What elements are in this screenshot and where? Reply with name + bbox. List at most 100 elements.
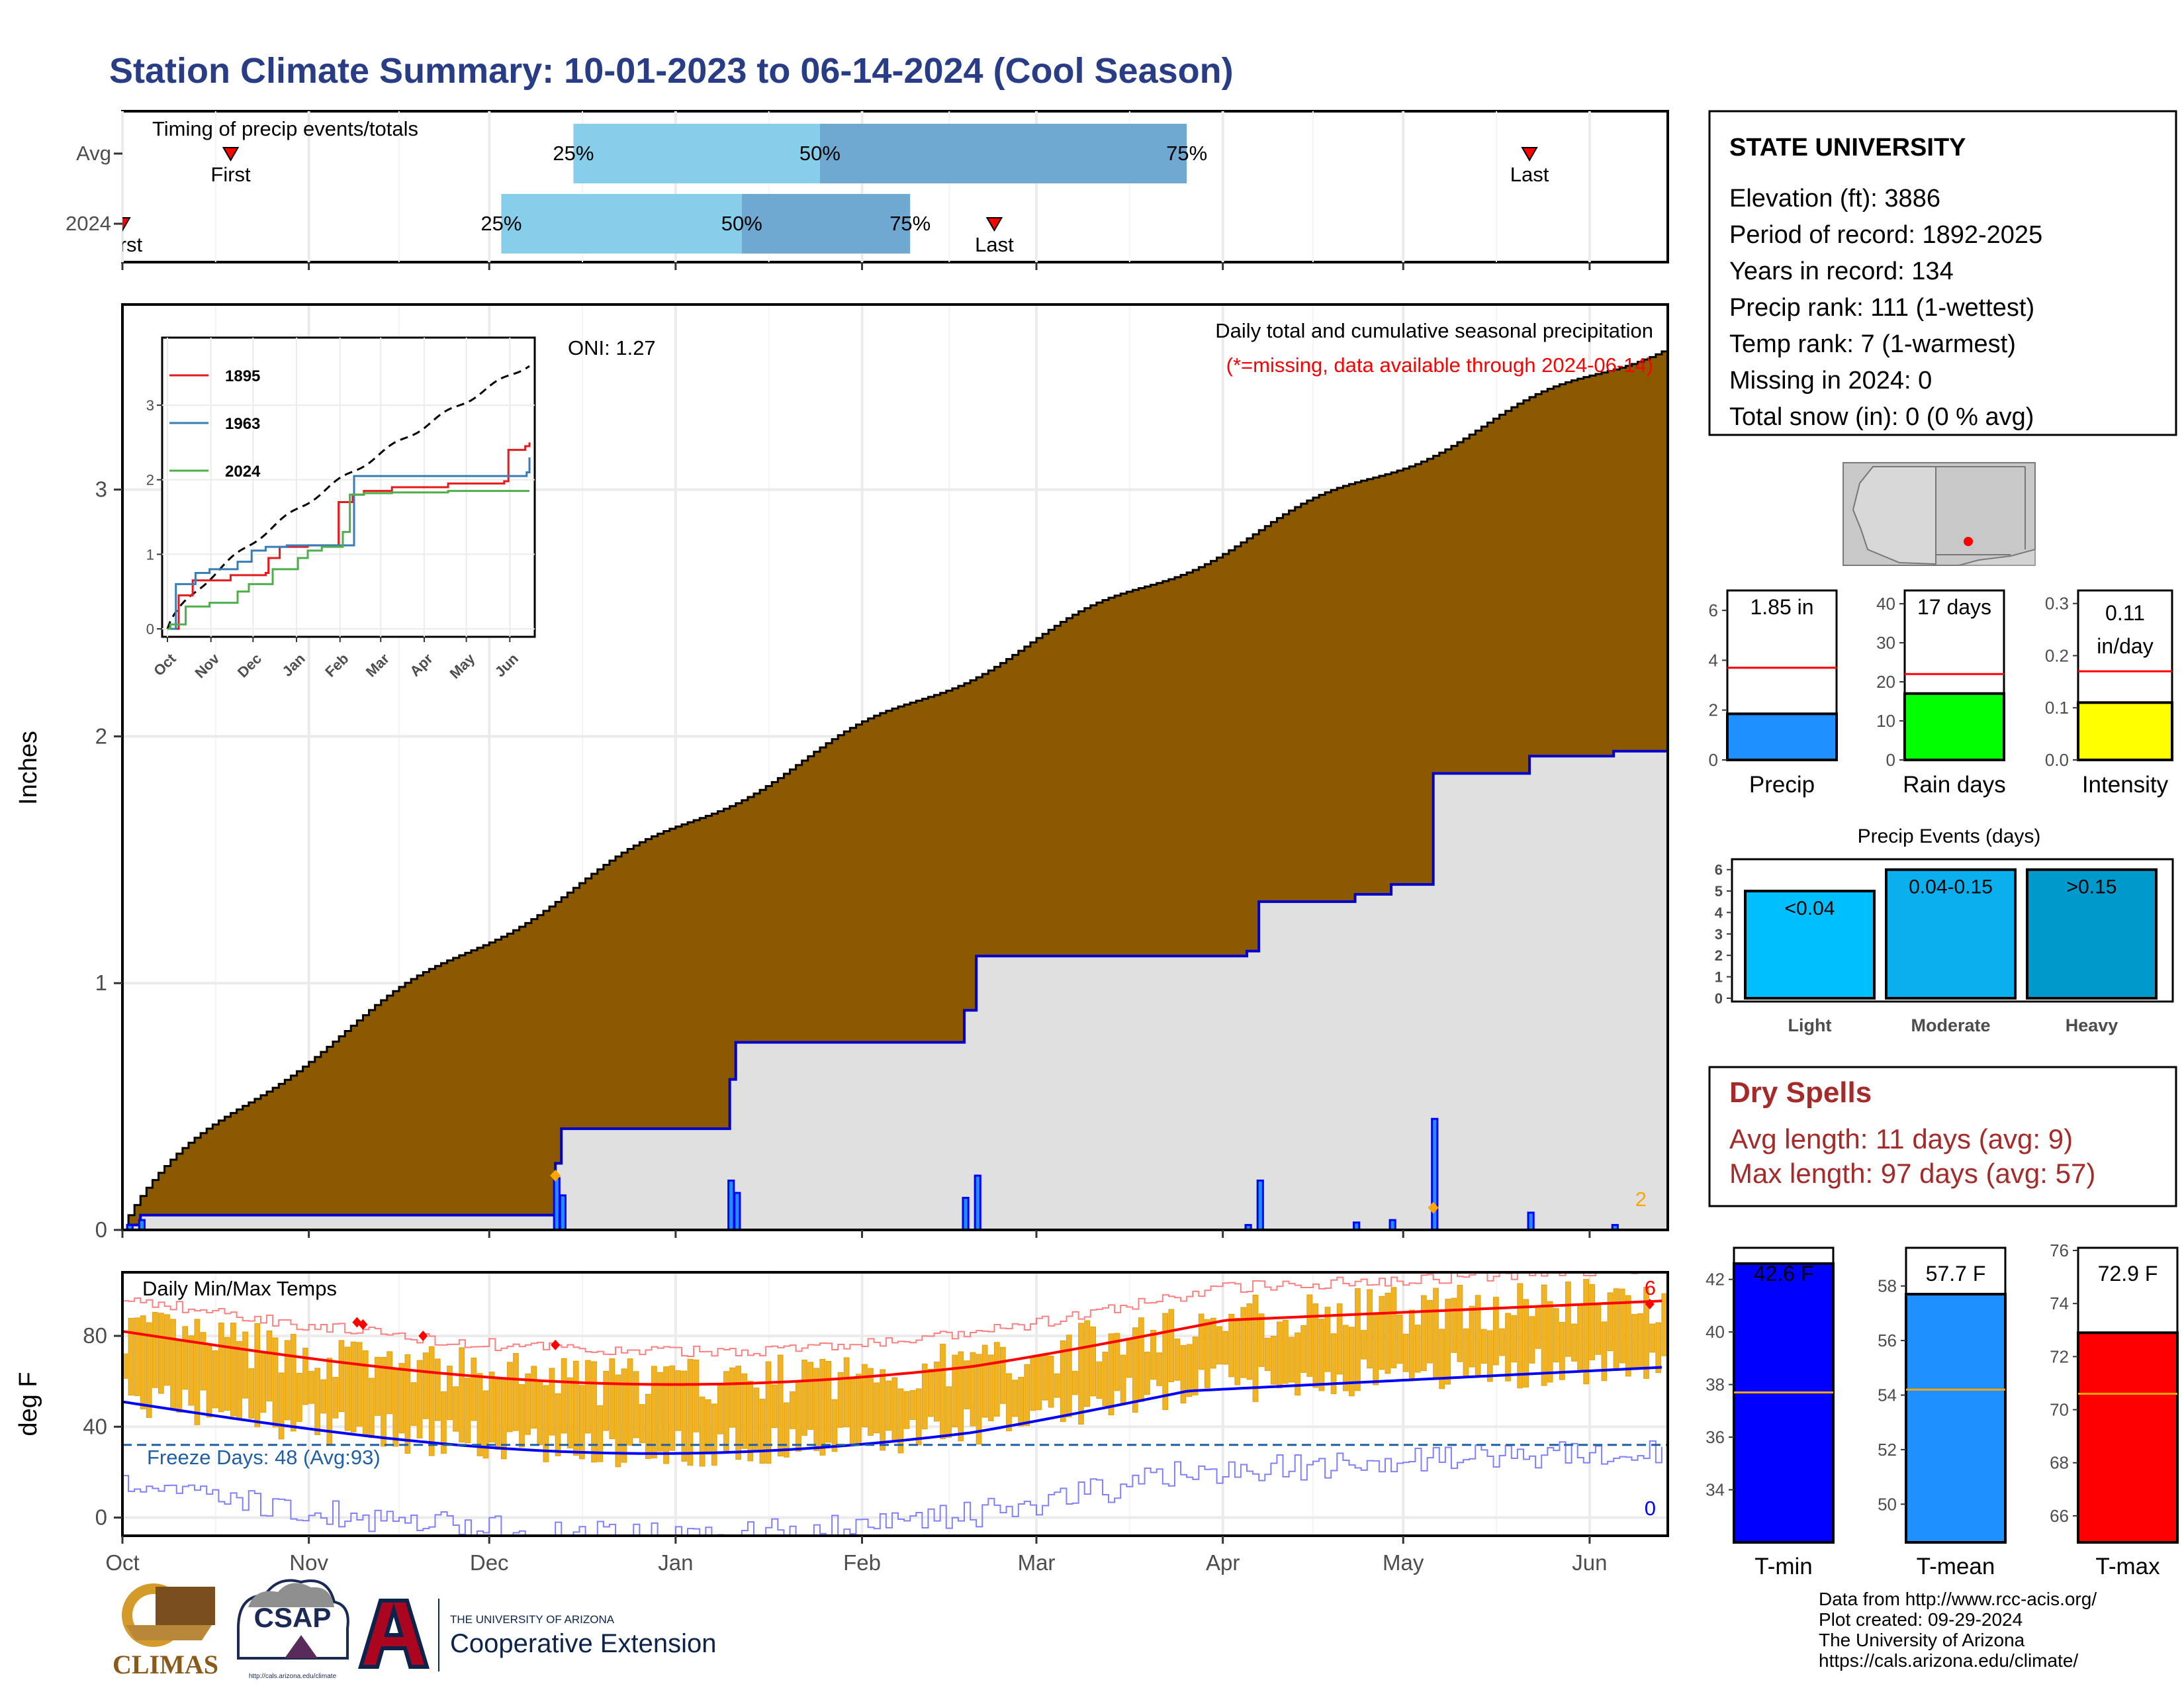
current-cumulative-line xyxy=(122,749,1668,1230)
daily-temp-bar xyxy=(1006,1373,1012,1432)
y-tick-label: 0 xyxy=(95,1505,107,1530)
daily-temp-bar xyxy=(212,1350,218,1409)
daily-temp-bar xyxy=(1174,1338,1181,1381)
daily-temp-bar xyxy=(1102,1351,1109,1407)
daily-temp-bar xyxy=(404,1354,411,1454)
events-bar xyxy=(1885,868,2017,1000)
daily-temp-bar xyxy=(934,1361,940,1422)
daily-temp-bar xyxy=(1270,1336,1277,1385)
temp-summary-category-label: T-min xyxy=(1754,1554,1813,1579)
daily-temp-bar xyxy=(1036,1356,1042,1411)
freeze-days: Freeze Days: 48 (Avg:93) xyxy=(147,1446,381,1469)
daily-temp-bar xyxy=(1367,1289,1373,1369)
footer-credit-line: Data from http://www.rcc-acis.org/ xyxy=(1819,1589,2097,1609)
daily-temp-bar xyxy=(819,1358,826,1456)
daily-temp-bar xyxy=(645,1393,651,1460)
temp-summary-y-tick-label: 58 xyxy=(1878,1276,1897,1296)
daily-temp-bar xyxy=(572,1360,579,1456)
daily-temp-bar xyxy=(615,1374,621,1468)
daily-temp-bar xyxy=(1252,1294,1259,1402)
daily-temp-bar xyxy=(1475,1295,1481,1378)
inset-series-line xyxy=(167,457,531,630)
timing-bar-q2 xyxy=(819,124,1187,183)
temp-summary-T-mean: 50 52 54 56 58 57.7 F T-mean xyxy=(1878,1246,2007,1579)
daily-temp-bar xyxy=(958,1351,964,1442)
daily-precip-bar xyxy=(1527,1211,1535,1231)
mini-y-tick-label: 0.3 xyxy=(2045,594,2069,614)
daily-temp-bar xyxy=(1607,1292,1614,1352)
daily-temp-bar xyxy=(188,1335,195,1406)
daily-temp-bar xyxy=(1318,1319,1325,1391)
daily-temp-bar xyxy=(1018,1376,1024,1427)
mini-y-tick-label: 0 xyxy=(1709,750,1718,770)
daily-temp-bar xyxy=(453,1386,459,1432)
timing-p25-label: 25% xyxy=(553,142,594,165)
mini-value-label: 0.11 xyxy=(2105,601,2145,625)
inset-series-line xyxy=(167,490,529,630)
daily-temp-bar xyxy=(441,1391,447,1454)
temp-summary-value-label: 57.7 F xyxy=(1926,1262,1986,1286)
mini-value-label: 17 days xyxy=(1917,595,1991,619)
daily-temp-bar xyxy=(987,1354,994,1421)
daily-temp-bar xyxy=(886,1380,892,1431)
temp-summary-T-min: 34 36 38 40 42 42.6 F T-min xyxy=(1706,1246,1835,1579)
timing-p75-label: 75% xyxy=(1166,142,1207,165)
daily-precip-bar xyxy=(733,1192,741,1231)
daily-temp-bar xyxy=(488,1372,495,1443)
daily-temp-bar xyxy=(459,1347,465,1443)
daily-temp-bar xyxy=(500,1380,507,1460)
daily-temp-bar xyxy=(771,1384,778,1429)
ua-logo-line1: THE UNIVERSITY OF ARIZONA xyxy=(450,1613,615,1626)
daily-temp-bar xyxy=(1168,1309,1175,1383)
footer-credit-line: Plot created: 09-29-2024 xyxy=(1819,1609,2023,1630)
daily-temp-bar xyxy=(1529,1316,1535,1364)
daily-temp-bar xyxy=(874,1382,880,1434)
temp-count-hi: 6 xyxy=(1645,1276,1656,1299)
temp-summary-y-tick-label: 36 xyxy=(1706,1427,1725,1447)
daily-temp-bar xyxy=(302,1348,308,1405)
daily-temp-bar xyxy=(1186,1344,1193,1397)
mini-value-label: 1.85 in xyxy=(1750,595,1813,619)
daily-temp-bar xyxy=(1583,1279,1590,1385)
daily-temp-bar xyxy=(1535,1307,1541,1349)
daily-temp-bar xyxy=(1108,1333,1115,1415)
events-y-tick-label: 5 xyxy=(1715,883,1723,900)
temp-title: Daily Min/Max Temps xyxy=(142,1277,337,1300)
events-bar-label: 0.04-0.15 xyxy=(1909,876,1993,898)
daily-temp-bar xyxy=(1198,1313,1205,1370)
mini-y-tick-label: 0.1 xyxy=(2045,698,2069,718)
daily-temp-bar xyxy=(200,1332,206,1391)
station-info-line: Total snow (in): 0 (0 % avg) xyxy=(1729,403,2034,431)
daily-temp-bar xyxy=(627,1358,633,1446)
precip-panel: 0 1 2 3 Inches ONI: 1.27 Daily total and cu… xyxy=(15,303,1669,1242)
daily-temp-bar xyxy=(1619,1288,1625,1364)
daily-temp-bar xyxy=(296,1372,302,1422)
daily-temp-bar xyxy=(206,1346,212,1418)
daily-temp-bar xyxy=(681,1370,688,1462)
daily-precip-bar xyxy=(1431,1117,1439,1231)
daily-temp-bar xyxy=(747,1380,754,1462)
daily-temp-bar xyxy=(1300,1325,1307,1373)
timing-marker xyxy=(985,217,1003,232)
temp-summary-y-tick-label: 50 xyxy=(1878,1494,1897,1514)
daily-temp-bar xyxy=(1505,1313,1511,1382)
daily-temp-bar xyxy=(1054,1373,1060,1398)
daily-temp-bar xyxy=(1547,1301,1553,1383)
y-tick-label: 2 xyxy=(95,724,107,748)
temp-summary-y-tick-label: 66 xyxy=(2050,1506,2069,1526)
daily-temp-bar xyxy=(669,1365,676,1451)
daily-temp-bar xyxy=(693,1359,700,1432)
temp-summary-y-tick-label: 68 xyxy=(2050,1453,2069,1473)
daily-temp-bar xyxy=(410,1382,417,1426)
daily-temp-bar xyxy=(711,1403,717,1466)
precip-ylabel: Inches xyxy=(15,731,42,805)
daily-temp-bar xyxy=(705,1399,711,1455)
daily-temp-bar xyxy=(1204,1319,1210,1389)
daily-temp-bar xyxy=(1589,1284,1596,1360)
daily-temp-bar xyxy=(897,1388,904,1454)
daily-temp-bar xyxy=(1451,1297,1457,1353)
daily-temp-bar xyxy=(1210,1317,1216,1369)
daily-temp-bar xyxy=(1661,1293,1668,1356)
daily-temp-bar xyxy=(236,1341,242,1419)
daily-temp-bar xyxy=(993,1342,1000,1417)
